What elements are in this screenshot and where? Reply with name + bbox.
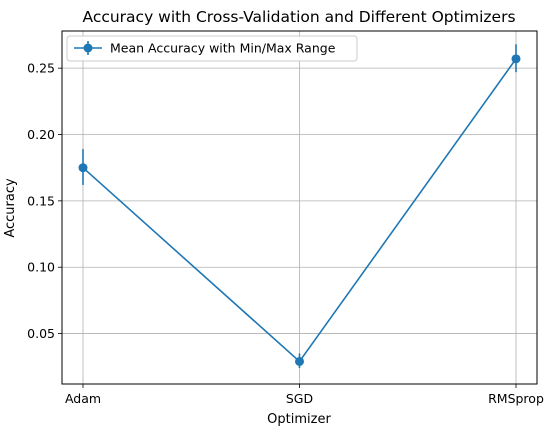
x-axis-label: Optimizer <box>267 412 331 427</box>
legend-label: Mean Accuracy with Min/Max Range <box>110 41 336 56</box>
y-tick-label: 0.20 <box>27 127 55 142</box>
legend-box <box>66 35 358 62</box>
legend-marker-swatch <box>83 43 93 53</box>
data-point <box>295 356 304 366</box>
x-tick-label: Adam <box>65 391 101 406</box>
y-tick-label: 0.10 <box>27 260 55 275</box>
x-axis-ticks: Adam SGD RMSprop <box>65 384 544 406</box>
y-tick-label: 0.05 <box>27 326 55 341</box>
y-axis-ticks: 0.05 0.10 0.15 0.20 0.25 <box>27 61 62 341</box>
y-tick-label: 0.15 <box>27 193 55 208</box>
data-point <box>511 54 521 64</box>
grid <box>62 31 537 384</box>
y-axis-label: Accuracy <box>3 178 18 238</box>
x-tick-label: RMSprop <box>488 391 544 406</box>
y-tick-label: 0.25 <box>27 61 55 76</box>
data-point <box>78 163 88 173</box>
series-layer <box>78 44 521 369</box>
chart-title: Accuracy with Cross-Validation and Diffe… <box>82 8 515 26</box>
legend: Mean Accuracy with Min/Max Range <box>66 35 358 62</box>
x-tick-label: SGD <box>286 391 313 406</box>
